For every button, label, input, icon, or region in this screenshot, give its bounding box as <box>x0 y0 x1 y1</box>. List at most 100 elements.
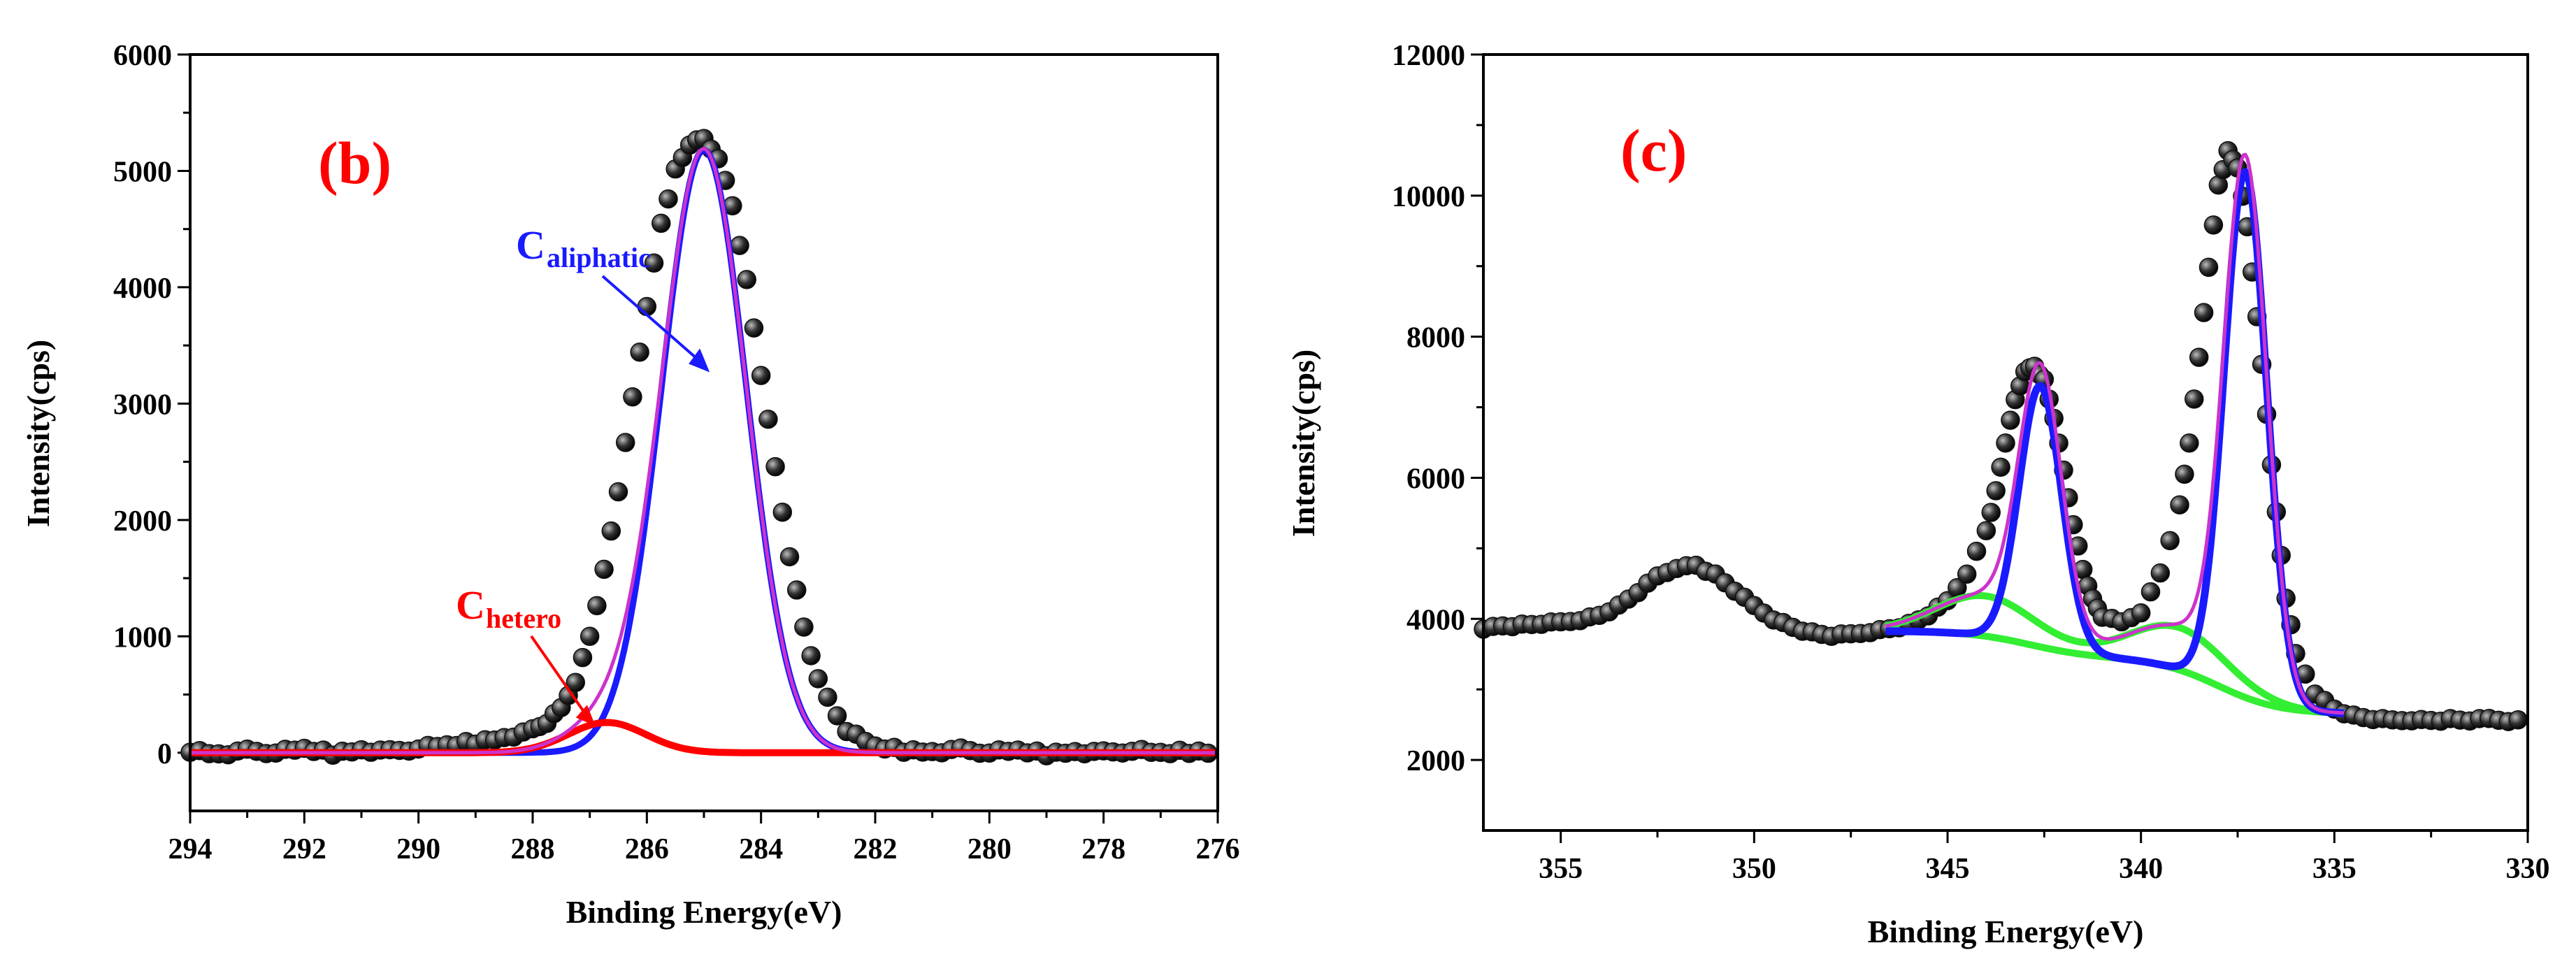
x-tick-label: 355 <box>1539 853 1583 885</box>
panel-b-label: (b) <box>318 129 391 196</box>
x-tick-label: 290 <box>396 833 440 865</box>
data-marker <box>779 547 800 567</box>
data-marker <box>2131 603 2151 623</box>
data-marker <box>827 706 847 726</box>
data-marker <box>730 236 749 255</box>
data-marker <box>1996 433 2015 453</box>
data-marker <box>601 521 621 541</box>
y-tick-label: 1000 <box>113 621 172 654</box>
annotation-hetero-subscript: hetero <box>486 603 561 634</box>
x-tick-label: 284 <box>739 833 783 865</box>
data-marker <box>615 433 635 452</box>
data-marker <box>1957 564 1977 584</box>
y-tick-label: 6000 <box>1406 463 1465 495</box>
panel-c-series <box>1474 141 2528 731</box>
panel-c-chart: 355 350 345 340 335 330 2000 4000 6000 8000 10000 1… <box>1286 40 2550 949</box>
data-marker <box>652 213 671 233</box>
y-tick-label: 4000 <box>1406 604 1465 636</box>
data-marker <box>808 669 828 689</box>
annotation-hetero-arrowhead <box>575 705 596 726</box>
data-marker <box>794 617 814 637</box>
panel-b-frame <box>189 53 1219 812</box>
data-marker <box>623 387 642 407</box>
annotation-aliphatic-arrow <box>601 275 703 364</box>
data-marker <box>587 596 607 616</box>
y-tick-label: 8000 <box>1406 322 1465 354</box>
data-marker <box>1976 521 1996 540</box>
data-marker <box>2140 582 2161 602</box>
annotation-aliphatic-subscript: aliphatic <box>547 242 651 273</box>
data-marker <box>1991 457 2010 477</box>
data-marker <box>2203 215 2224 235</box>
y-tick-label: 3000 <box>113 389 172 421</box>
panel-b-plot-area <box>190 55 1218 811</box>
data-marker <box>2180 433 2199 453</box>
y-tick-label: 12000 <box>1392 40 1465 72</box>
y-tick-label: 4000 <box>113 273 172 305</box>
data-marker <box>758 409 778 429</box>
envelope-fit-line <box>1885 152 2345 715</box>
annotation-aliphatic-label: C <box>516 222 545 268</box>
data-marker <box>2199 257 2219 278</box>
data-marker <box>644 253 664 273</box>
data-marker <box>2175 464 2194 484</box>
panel-c-ticks: 355 350 345 340 335 330 2000 4000 6000 8000 10000 1… <box>1392 40 2550 885</box>
data-marker <box>818 687 837 707</box>
y-tick-label: 0 <box>157 738 172 770</box>
y-tick-label: 2000 <box>1406 745 1465 777</box>
panel-b-chart: 294 292 290 288 286 284 282 280 278 276 0 1000 2000 3… <box>20 40 1240 930</box>
envelope-fit-line <box>190 147 1215 755</box>
y-tick-label: 2000 <box>113 505 172 538</box>
panel-c-y-axis-title: Intensity(cps) <box>1286 350 1321 537</box>
data-marker <box>2194 303 2214 322</box>
x-tick-label: 340 <box>2119 853 2163 885</box>
data-marker <box>1966 541 1987 561</box>
data-marker <box>573 647 593 668</box>
panel-c-label: (c) <box>1620 117 1687 184</box>
data-marker <box>2160 531 2180 551</box>
data-marker <box>772 502 793 522</box>
x-tick-label: 335 <box>2312 853 2356 885</box>
data-marker <box>2189 347 2209 367</box>
data-marker <box>801 646 821 666</box>
y-tick-label: 6000 <box>113 40 172 72</box>
x-tick-label: 276 <box>1196 833 1240 865</box>
data-marker <box>594 559 614 580</box>
panel-b-ticks: 294 292 290 288 286 284 282 280 278 276 0 1000 2000 3… <box>113 40 1240 865</box>
data-marker <box>608 482 628 502</box>
data-marker <box>580 626 600 647</box>
y-tick-label: 5000 <box>113 156 172 188</box>
data-marker <box>2170 495 2189 515</box>
x-tick-label: 282 <box>854 833 898 865</box>
x-tick-label: 278 <box>1081 833 1125 865</box>
data-marker <box>1986 481 2006 501</box>
data-marker <box>737 270 756 289</box>
data-marker <box>630 343 649 362</box>
x-tick-label: 292 <box>282 833 326 865</box>
data-marker <box>751 366 771 385</box>
x-tick-label: 280 <box>967 833 1012 865</box>
x-tick-label: 345 <box>1926 853 1970 885</box>
x-tick-label: 288 <box>511 833 555 865</box>
panel-b-y-axis-title: Intensity(cps) <box>20 340 56 527</box>
data-marker <box>765 456 785 477</box>
x-tick-label: 294 <box>168 833 213 865</box>
y-tick-label: 10000 <box>1392 181 1465 213</box>
annotation-aliphatic-arrowhead <box>689 348 710 373</box>
data-marker <box>744 318 764 338</box>
x-tick-label: 350 <box>1732 853 1776 885</box>
data-marker <box>637 296 657 317</box>
annotation-hetero-label: C <box>456 582 485 628</box>
data-marker <box>2508 710 2528 730</box>
panel-b-x-axis-title: Binding Energy(eV) <box>566 894 842 930</box>
panel-c-x-axis-title: Binding Energy(eV) <box>1868 914 2144 949</box>
data-marker <box>2150 563 2171 583</box>
annotation-hetero-arrow <box>530 635 591 721</box>
data-marker <box>659 189 678 209</box>
data-marker <box>786 580 807 600</box>
panel-b-series <box>180 129 1218 765</box>
data-marker <box>566 672 585 692</box>
